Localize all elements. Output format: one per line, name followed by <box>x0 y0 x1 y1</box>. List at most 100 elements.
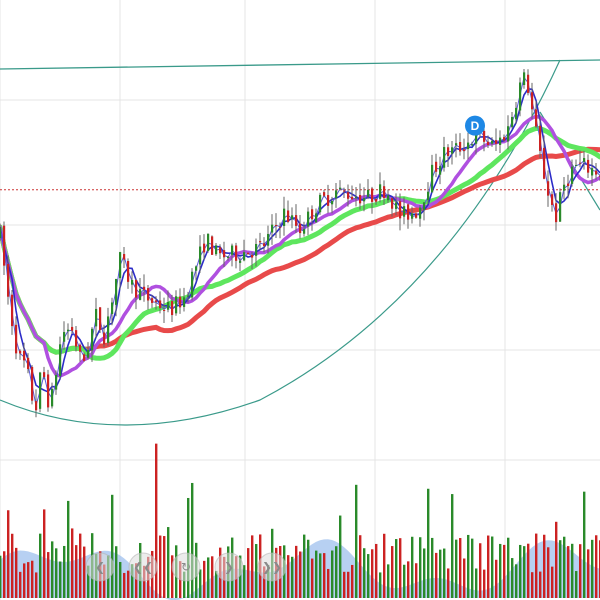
candle-body-38 <box>151 298 154 303</box>
volume-bar-83 <box>331 550 334 598</box>
candle-body-77 <box>307 211 310 227</box>
candle-body-128 <box>511 117 514 127</box>
refresh-icon-button[interactable]: ↻ <box>171 552 201 582</box>
candle-body-144 <box>575 164 578 166</box>
volume-bar-48 <box>191 482 194 598</box>
volume-bar-110 <box>439 549 442 598</box>
volume-bar-125 <box>499 543 502 598</box>
candle-body-93 <box>371 188 374 202</box>
volume-bar-22 <box>87 565 90 598</box>
volume-bar-136 <box>543 534 546 598</box>
volume-bar-139 <box>555 521 558 598</box>
previous-icon-button[interactable]: ❮ <box>85 552 115 582</box>
candle-body-117 <box>467 142 470 150</box>
candle-body-85 <box>339 187 342 190</box>
candle-body-61 <box>243 252 246 261</box>
candle-body-58 <box>231 245 234 255</box>
candle-body-41 <box>163 309 166 311</box>
candle-body-17 <box>67 329 70 332</box>
volume-bar-39 <box>155 443 158 598</box>
candle-body-102 <box>407 204 410 220</box>
candle-body-92 <box>367 189 370 197</box>
candle-body-69 <box>275 225 278 227</box>
volume-bar-122 <box>487 535 490 598</box>
volume-bar-30 <box>119 561 122 598</box>
candle-body-87 <box>347 192 350 199</box>
volume-bar-133 <box>531 572 534 598</box>
candle-body-13 <box>51 389 54 407</box>
candle-body-109 <box>435 161 438 172</box>
volume-bar-142 <box>567 546 570 598</box>
candles <box>0 68 600 418</box>
volume-bar-128 <box>511 558 514 598</box>
candle-body-148 <box>591 168 594 176</box>
volume-bar-12 <box>47 552 50 598</box>
candle-body-90 <box>359 195 362 204</box>
first-icon-button[interactable]: ❮❮ <box>128 552 158 582</box>
volume-bar-72 <box>287 555 290 598</box>
volume-bar-46 <box>183 571 186 598</box>
volume-bar-6 <box>23 563 26 598</box>
candle-body-86 <box>343 190 346 192</box>
candle-body-125 <box>499 137 502 146</box>
volume-bar-66 <box>263 566 266 598</box>
candle-body-12 <box>47 374 50 408</box>
volume-bar-140 <box>559 540 562 598</box>
candle-body-8 <box>31 366 34 401</box>
ma-green <box>0 125 600 361</box>
candle-body-73 <box>291 215 294 220</box>
volume-bar-78 <box>311 558 314 598</box>
volume-bar-98 <box>391 546 394 598</box>
moving-averages <box>0 76 600 406</box>
volume-bar-144 <box>575 571 578 598</box>
candle-body-49 <box>195 266 198 271</box>
volume-bar-26 <box>103 564 106 598</box>
candle-body-52 <box>207 233 210 252</box>
candle-body-108 <box>431 164 434 193</box>
first-icon-bg <box>128 552 158 582</box>
candle-body-114 <box>455 143 458 146</box>
candle-body-133 <box>531 92 534 110</box>
volume-bar-148 <box>591 539 594 598</box>
volume-bar-1 <box>3 551 6 598</box>
candle-body-145 <box>579 162 582 164</box>
candle-body-107 <box>427 191 430 201</box>
volume-bar-121 <box>483 569 486 598</box>
candle-body-29 <box>115 278 118 305</box>
volume-bar-9 <box>35 572 38 598</box>
next-icon-button[interactable]: ❯ <box>214 552 244 582</box>
volume-bar-18 <box>71 528 74 598</box>
candle-body-40 <box>159 300 162 309</box>
candle-body-118 <box>471 144 474 146</box>
volume-bar-0 <box>0 555 2 598</box>
candle-body-89 <box>355 196 358 199</box>
candle-body-105 <box>419 207 422 219</box>
candle-body-60 <box>239 260 242 263</box>
candle-body-53 <box>211 236 214 255</box>
volume-bar-33 <box>131 564 134 598</box>
volume-bar-91 <box>363 548 366 598</box>
candle-body-32 <box>127 261 130 282</box>
volume-bar-138 <box>551 566 554 598</box>
candle-body-6 <box>23 350 26 361</box>
candle-body-76 <box>303 229 306 234</box>
candle-body-147 <box>587 159 590 173</box>
candle-body-141 <box>563 184 566 191</box>
volume-bar-109 <box>435 552 438 598</box>
candle-body-106 <box>423 202 426 210</box>
candle-body-68 <box>271 224 274 233</box>
candle-body-72 <box>287 210 290 222</box>
candle-body-70 <box>279 226 282 228</box>
last-icon-button[interactable]: ❯❯ <box>257 552 287 582</box>
volume-bar-143 <box>571 543 574 598</box>
candle-body-44 <box>175 296 178 314</box>
candle-body-122 <box>487 141 490 145</box>
candle-body-78 <box>311 209 314 220</box>
volume-bar-64 <box>255 544 258 598</box>
volume-bar-51 <box>203 560 206 598</box>
candle-body-24 <box>95 308 98 327</box>
candle-body-131 <box>523 72 526 85</box>
candle-body-121 <box>483 130 486 142</box>
volume-bar-84 <box>335 546 338 598</box>
candle-body-2 <box>7 264 10 297</box>
